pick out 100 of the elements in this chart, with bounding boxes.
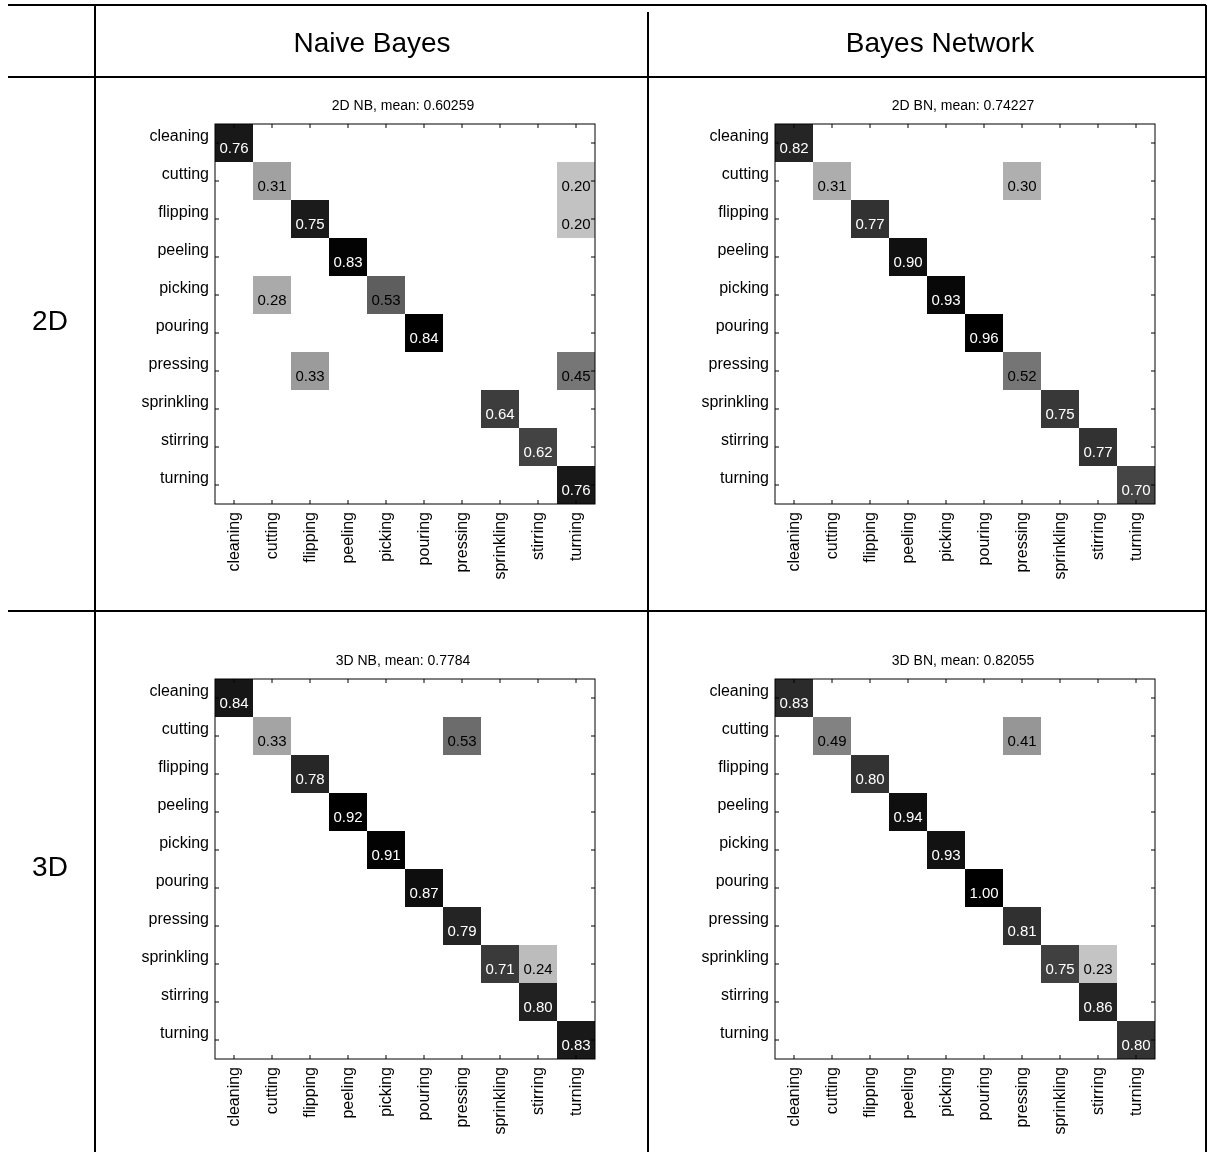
- y-tick-label: cleaning: [149, 682, 209, 699]
- y-tick-label: stirring: [720, 986, 769, 1003]
- x-tick-label: cutting: [823, 1067, 840, 1115]
- chart-title: 2D NB, mean: 0.60259: [331, 97, 475, 113]
- x-tick-label: picking: [377, 512, 394, 562]
- y-tick-label: turning: [160, 1024, 209, 1041]
- data-label: 0.76: [561, 481, 591, 498]
- data-label: 0.75: [295, 215, 325, 232]
- x-tick-label: turning: [1127, 512, 1144, 561]
- x-tick-label: pouring: [415, 1067, 432, 1121]
- x-tick-label: turning: [567, 1067, 584, 1116]
- y-tick-label: turning: [160, 469, 209, 486]
- data-label: 0.80: [523, 998, 553, 1015]
- y-tick-label: flipping: [718, 203, 769, 220]
- y-tick-label: picking: [719, 279, 769, 296]
- data-label: 0.53: [447, 732, 477, 749]
- x-tick-label: picking: [377, 1067, 394, 1117]
- data-label: 0.87: [409, 884, 439, 901]
- chart-title: 3D NB, mean: 0.7784: [335, 652, 471, 668]
- data-label: 0.82: [779, 139, 809, 156]
- y-tick-label: pouring: [155, 872, 209, 889]
- data-label: 0.93: [931, 291, 961, 308]
- text: 3D: [32, 851, 68, 882]
- y-tick-label: pressing: [148, 910, 209, 927]
- y-tick-label: pressing: [708, 355, 769, 372]
- data-label: 0.75: [1045, 960, 1075, 977]
- data-label: 0.31: [257, 177, 287, 194]
- x-tick-label: peeling: [899, 1067, 916, 1119]
- data-label: 0.41: [1007, 732, 1037, 749]
- y-tick-label: flipping: [158, 758, 209, 775]
- x-tick-label: stirring: [1089, 1067, 1106, 1116]
- x-tick-label: flipping: [861, 1067, 878, 1118]
- y-tick-label: turning: [720, 1024, 769, 1041]
- y-tick-label: picking: [159, 834, 209, 851]
- x-tick-label: stirring: [1089, 512, 1106, 561]
- x-tick-label: sprinkling: [491, 1067, 508, 1135]
- y-tick-label: peeling: [157, 241, 209, 258]
- data-label: 0.92: [333, 808, 363, 825]
- x-tick-label: pressing: [1013, 1067, 1030, 1128]
- x-tick-label: pouring: [415, 512, 432, 566]
- x-tick-label: picking: [937, 1067, 954, 1117]
- y-tick-label: pouring: [155, 317, 209, 334]
- data-label: 0.52: [1007, 367, 1037, 384]
- x-tick-label: sprinkling: [491, 512, 508, 580]
- x-tick-label: peeling: [339, 1067, 356, 1119]
- data-label: 0.84: [219, 694, 249, 711]
- data-label: 0.83: [333, 253, 363, 270]
- data-label: 0.83: [779, 694, 809, 711]
- data-label: 0.96: [969, 329, 999, 346]
- x-tick-label: cutting: [263, 1067, 280, 1115]
- data-label: 0.90: [893, 253, 923, 270]
- y-tick-label: cleaning: [709, 127, 769, 144]
- data-label: 0.86: [1083, 998, 1113, 1015]
- y-tick-label: turning: [720, 469, 769, 486]
- y-tick-label: sprinkling: [141, 393, 209, 410]
- y-tick-label: pouring: [715, 317, 769, 334]
- data-label: 0.45: [561, 367, 591, 384]
- data-label: 0.81: [1007, 922, 1037, 939]
- x-tick-label: pressing: [1013, 512, 1030, 573]
- data-label: 0.33: [257, 732, 287, 749]
- data-label: 0.93: [931, 846, 961, 863]
- y-tick-label: cutting: [721, 720, 769, 737]
- x-tick-label: sprinkling: [1051, 512, 1068, 580]
- y-tick-label: picking: [159, 279, 209, 296]
- y-tick-label: cutting: [721, 165, 769, 182]
- y-tick-label: cutting: [161, 165, 209, 182]
- y-tick-label: stirring: [160, 986, 209, 1003]
- x-tick-label: picking: [937, 512, 954, 562]
- data-label: 0.20: [561, 215, 591, 232]
- data-label: 0.91: [371, 846, 401, 863]
- x-tick-label: pressing: [453, 512, 470, 573]
- y-tick-label: sprinkling: [701, 948, 769, 965]
- x-tick-label: sprinkling: [1051, 1067, 1068, 1135]
- x-tick-label: stirring: [529, 1067, 546, 1116]
- y-tick-label: cleaning: [149, 127, 209, 144]
- data-label: 0.53: [371, 291, 401, 308]
- text: Naive Bayes: [293, 27, 451, 58]
- y-tick-label: pouring: [715, 872, 769, 889]
- x-tick-label: peeling: [339, 512, 356, 564]
- data-label: 0.77: [1083, 443, 1113, 460]
- x-tick-label: cutting: [823, 512, 840, 560]
- data-label: 0.80: [1121, 1036, 1151, 1053]
- x-tick-label: stirring: [529, 512, 546, 561]
- x-tick-label: pouring: [975, 512, 992, 566]
- y-tick-label: picking: [719, 834, 769, 851]
- x-tick-label: peeling: [899, 512, 916, 564]
- y-tick-label: sprinkling: [141, 948, 209, 965]
- data-label: 0.76: [219, 139, 249, 156]
- data-label: 0.75: [1045, 405, 1075, 422]
- data-label: 0.28: [257, 291, 287, 308]
- data-label: 0.24: [523, 960, 553, 977]
- y-tick-label: pressing: [708, 910, 769, 927]
- y-tick-label: stirring: [720, 431, 769, 448]
- y-tick-label: peeling: [717, 796, 769, 813]
- data-label: 0.20: [561, 177, 591, 194]
- x-tick-label: flipping: [301, 512, 318, 563]
- text: Bayes Network: [845, 27, 1036, 58]
- data-label: 0.78: [295, 770, 325, 787]
- y-tick-label: flipping: [158, 203, 209, 220]
- data-label: 0.77: [855, 215, 885, 232]
